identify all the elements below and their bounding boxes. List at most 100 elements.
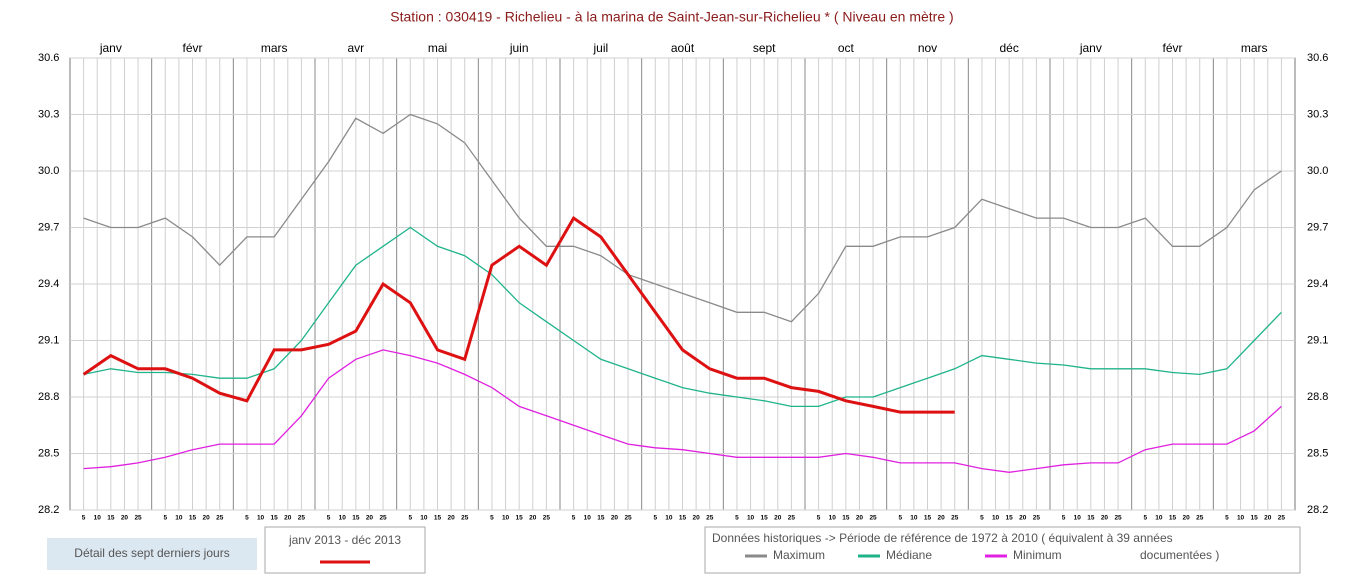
day-tick-label: 5 [653, 515, 657, 522]
legend-label: janv 2013 - déc 2013 [288, 533, 401, 547]
x-tick-label: mai [428, 41, 447, 55]
day-tick-label: 25 [869, 515, 877, 522]
day-tick-label: 5 [490, 515, 494, 522]
button[interactable] [47, 538, 257, 570]
day-tick-label: 5 [1143, 515, 1147, 522]
day-tick-label: 25 [298, 515, 306, 522]
day-tick-label: 5 [572, 515, 576, 522]
day-tick-label: 10 [910, 515, 918, 522]
legend-label: Maximum [773, 548, 825, 562]
x-tick-label: oct [838, 41, 855, 55]
day-tick-label: 5 [980, 515, 984, 522]
day-tick-label: 10 [420, 515, 428, 522]
y2-tick-label: 29.7 [1307, 221, 1328, 233]
day-tick-label: 15 [1251, 515, 1259, 522]
day-tick-label: 15 [434, 515, 442, 522]
day-tick-label: 5 [82, 515, 86, 522]
day-tick-label: 5 [1225, 515, 1229, 522]
day-tick-label: 15 [842, 515, 850, 522]
legend-title: Données historiques -> Période de référe… [712, 531, 1173, 545]
day-tick-label: 20 [692, 515, 700, 522]
x-tick-label: avr [347, 41, 364, 55]
legend-box [704, 526, 1301, 574]
day-tick-label: 20 [529, 515, 537, 522]
day-tick-label: 20 [1019, 515, 1027, 522]
x-tick-label: janv [99, 41, 122, 55]
day-tick-label: 25 [1278, 515, 1286, 522]
series-line [83, 349, 1282, 473]
day-tick-label: 10 [584, 515, 592, 522]
day-tick-label: 5 [898, 515, 902, 522]
x-tick-label: mars [261, 41, 288, 55]
y2-tick-label: 30.3 [1307, 108, 1328, 120]
legend-title: documentées ) [1140, 548, 1219, 562]
day-tick-label: 5 [327, 515, 331, 522]
y-tick-label: 28.5 [38, 447, 59, 459]
y-tick-label: 30.6 [38, 52, 59, 64]
legend-box [264, 526, 426, 574]
x-tick-label: nov [918, 41, 937, 55]
y-tick-label: 29.1 [38, 334, 59, 346]
legend-label: Minimum [1013, 548, 1062, 562]
y-tick-label: 30.3 [38, 108, 59, 120]
x-tick-label: juil [592, 41, 608, 55]
day-tick-label: 5 [735, 515, 739, 522]
day-tick-label: 5 [408, 515, 412, 522]
x-tick-label: déc [999, 41, 1018, 55]
day-tick-label: 15 [924, 515, 932, 522]
day-tick-label: 5 [817, 515, 821, 522]
y-tick-label: 29.4 [38, 278, 59, 290]
day-tick-label: 15 [352, 515, 360, 522]
y-tick-label: 30.0 [38, 165, 59, 177]
legend-label: Médiane [886, 548, 932, 562]
day-tick-label: 20 [856, 515, 864, 522]
series-line [83, 113, 1282, 323]
day-tick-label: 25 [1114, 515, 1122, 522]
day-tick-label: 15 [516, 515, 524, 522]
day-tick-label: 15 [189, 515, 197, 522]
day-tick-label: 15 [271, 515, 279, 522]
y-tick-label: 28.8 [38, 391, 59, 403]
y2-tick-label: 28.5 [1307, 447, 1328, 459]
day-tick-label: 25 [461, 515, 469, 522]
day-tick-label: 25 [788, 515, 796, 522]
y2-tick-label: 29.1 [1307, 334, 1328, 346]
day-tick-label: 20 [1182, 515, 1190, 522]
day-tick-label: 10 [257, 515, 265, 522]
day-tick-label: 25 [951, 515, 959, 522]
series-line [82, 215, 955, 414]
day-tick-label: 15 [107, 515, 115, 522]
y2-tick-label: 28.8 [1307, 391, 1328, 403]
day-tick-label: 20 [937, 515, 945, 522]
day-tick-label: 15 [1006, 515, 1014, 522]
day-tick-label: 20 [366, 515, 374, 522]
day-tick-label: 10 [829, 515, 837, 522]
day-tick-label: 20 [121, 515, 129, 522]
day-tick-label: 25 [706, 515, 714, 522]
day-tick-label: 5 [1062, 515, 1066, 522]
day-tick-label: 20 [202, 515, 210, 522]
day-tick-label: 15 [761, 515, 769, 522]
day-tick-label: 10 [1074, 515, 1082, 522]
day-tick-label: 25 [1196, 515, 1204, 522]
day-tick-label: 25 [134, 515, 142, 522]
x-tick-label: janv [1079, 41, 1102, 55]
day-tick-label: 20 [1264, 515, 1272, 522]
day-tick-label: 5 [163, 515, 167, 522]
day-tick-label: 10 [665, 515, 673, 522]
x-tick-label: août [671, 41, 695, 55]
y-tick-label: 29.7 [38, 221, 59, 233]
chart-title: Station : 030419 - Richelieu - à la mari… [390, 9, 953, 25]
day-tick-label: 10 [1237, 515, 1245, 522]
day-tick-label: 25 [1033, 515, 1041, 522]
day-tick-label: 20 [774, 515, 782, 522]
y2-tick-label: 28.2 [1307, 504, 1328, 516]
day-tick-label: 25 [216, 515, 224, 522]
y-tick-label: 28.2 [38, 504, 59, 516]
day-tick-label: 10 [992, 515, 1000, 522]
day-tick-label: 10 [94, 515, 102, 522]
day-tick-label: 15 [597, 515, 605, 522]
button-label[interactable]: Détail des sept derniers jours [74, 546, 229, 560]
day-tick-label: 10 [175, 515, 183, 522]
